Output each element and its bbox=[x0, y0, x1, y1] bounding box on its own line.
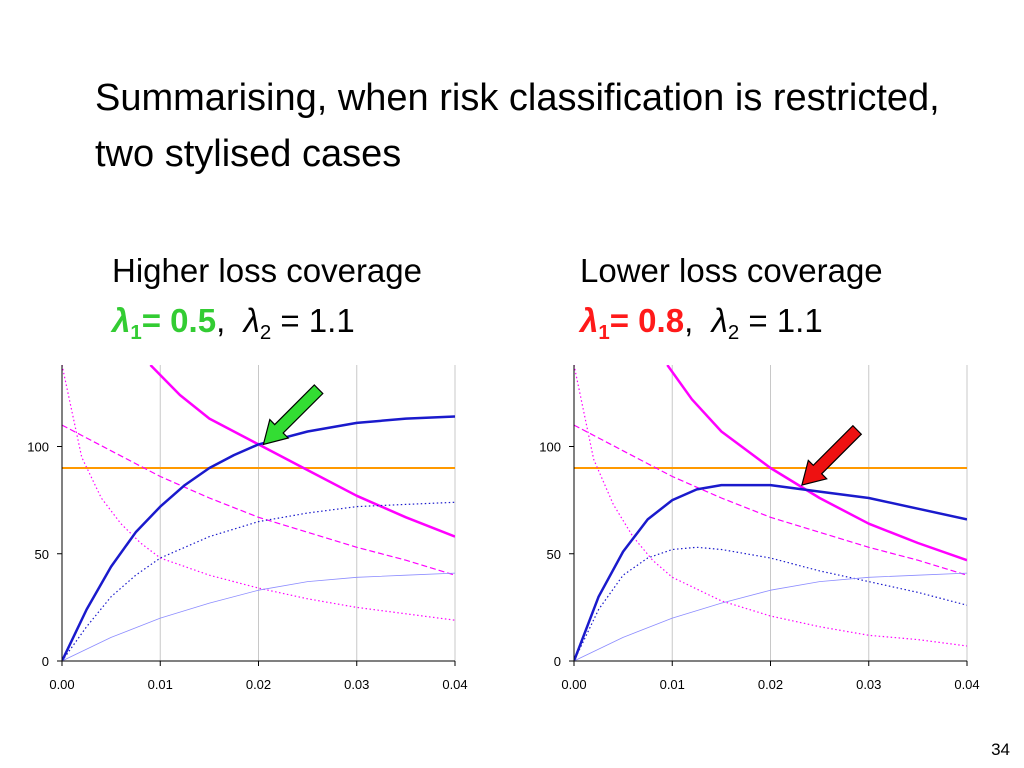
y-tick-label: 0 bbox=[42, 654, 49, 669]
panel-heading-text: Higher loss coverage bbox=[112, 252, 422, 289]
x-tick-label: 0.04 bbox=[954, 677, 979, 692]
x-tick-label: 0.04 bbox=[442, 677, 467, 692]
x-tick-label: 0.02 bbox=[246, 677, 271, 692]
lambda2-symbol: λ bbox=[711, 302, 728, 339]
lambda2-label: λ2 = 1.1 bbox=[243, 302, 355, 344]
x-tick-label: 0.00 bbox=[49, 677, 74, 692]
series-line-1 bbox=[149, 365, 455, 538]
lambda1-subscript: 1 bbox=[130, 321, 142, 345]
series-line-4 bbox=[574, 483, 967, 661]
panel-heading-text: Lower loss coverage bbox=[580, 252, 883, 289]
y-tick-label: 50 bbox=[35, 547, 49, 562]
panel-heading-left: Higher loss coverage λ1= 0.5, λ2 = 1.1 bbox=[112, 246, 422, 358]
x-tick-label: 0.01 bbox=[148, 677, 173, 692]
lambda2-value: = 1.1 bbox=[271, 302, 355, 339]
lambda1-symbol: λ bbox=[580, 302, 599, 339]
x-tick-label: 0.00 bbox=[561, 677, 586, 692]
lambda2-subscript: 2 bbox=[727, 321, 740, 345]
panel-heading-right: Lower loss coverage λ1= 0.8, λ2 = 1.1 bbox=[580, 246, 883, 358]
y-tick-label: 50 bbox=[547, 547, 561, 562]
lambda1-subscript: 1 bbox=[598, 321, 610, 345]
loss-coverage-chart-right: 0.00 0.01 0.02 0.03 0.04 0 50 100 bbox=[539, 365, 980, 692]
series-line-5 bbox=[62, 501, 455, 661]
series-line-2 bbox=[574, 424, 967, 576]
lambda2-label: λ2 = 1.1 bbox=[711, 302, 823, 344]
slide-title: Summarising, when risk classification is… bbox=[95, 77, 940, 175]
panel-lambda-line: λ1= 0.8, λ2 = 1.1 bbox=[580, 302, 823, 345]
y-tick-label: 100 bbox=[539, 440, 561, 455]
page-number: 34 bbox=[991, 740, 1010, 759]
x-tick-label: 0.02 bbox=[758, 677, 783, 692]
x-tick-label: 0.03 bbox=[344, 677, 369, 692]
annotation-arrow bbox=[801, 424, 863, 486]
x-tick-label: 0.03 bbox=[856, 677, 881, 692]
series-line-4 bbox=[62, 415, 455, 661]
y-tick-label: 100 bbox=[27, 440, 49, 455]
series-line-3 bbox=[574, 365, 967, 647]
lambda1-label: λ1= 0.8 bbox=[580, 302, 685, 344]
lambda1-value: = 0.5 bbox=[141, 302, 217, 339]
y-tick-label: 0 bbox=[554, 654, 561, 669]
lambda1-value: = 0.8 bbox=[609, 302, 685, 339]
loss-coverage-chart-left: 0.00 0.01 0.02 0.03 0.04 0 50 100 bbox=[27, 365, 468, 692]
series-line-6 bbox=[574, 572, 967, 661]
annotation-arrow bbox=[262, 384, 324, 446]
series-line-2 bbox=[62, 424, 455, 576]
lambda1-symbol: λ bbox=[112, 302, 131, 339]
lambda2-symbol: λ bbox=[243, 302, 260, 339]
series-line-1 bbox=[666, 365, 967, 562]
lambda2-value: = 1.1 bbox=[739, 302, 823, 339]
lambda1-label: λ1= 0.5 bbox=[112, 302, 217, 344]
lambda2-subscript: 2 bbox=[259, 321, 272, 345]
series-line-3 bbox=[62, 365, 455, 621]
x-tick-label: 0.01 bbox=[660, 677, 685, 692]
series-line-5 bbox=[574, 546, 967, 661]
series-line-6 bbox=[62, 572, 455, 661]
panel-lambda-line: λ1= 0.5, λ2 = 1.1 bbox=[112, 302, 355, 345]
